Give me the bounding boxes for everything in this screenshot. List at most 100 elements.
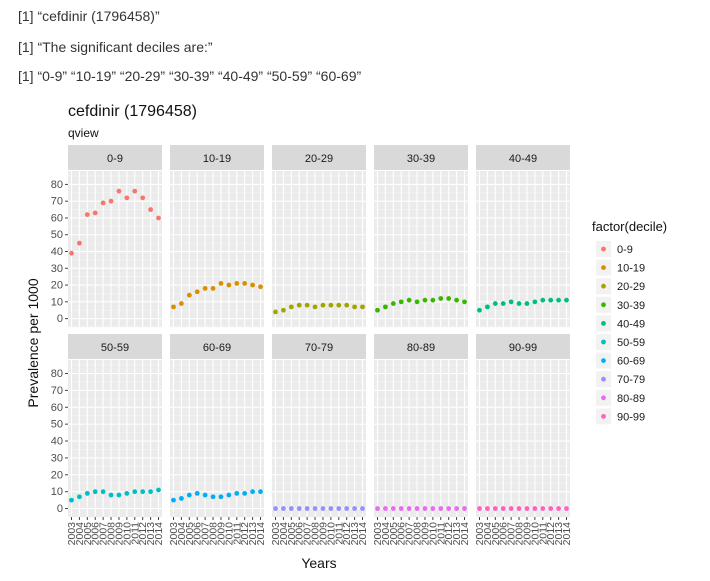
data-point [564, 297, 569, 303]
data-point [281, 506, 286, 511]
x-tick-label: 2004 [176, 522, 188, 546]
x-tick-label: 2008 [106, 522, 118, 546]
legend-item-10-19: 10-19 [596, 259, 645, 276]
data-point [344, 302, 350, 308]
x-tick-label: 2007 [506, 522, 518, 546]
x-tick-label: 2003 [66, 522, 78, 546]
facet-strip-label: 80-89 [407, 342, 435, 354]
console-line-3: [1] “0-9” “10-19” “20-29” “30-39” “40-49… [18, 68, 362, 84]
x-tick-label: 2014 [561, 522, 573, 546]
data-point [304, 302, 310, 308]
data-point [84, 490, 90, 496]
x-tick-label: 2007 [302, 522, 314, 546]
facet-strip [272, 145, 366, 170]
data-point [360, 506, 365, 511]
panel-background [476, 360, 570, 517]
facet-20-29: 20-29 [272, 145, 366, 328]
x-tick-label: 2007 [404, 522, 416, 546]
data-point [258, 489, 263, 495]
x-tick-label: 2009 [419, 522, 431, 546]
chart-title: cefdinir (1796458) [68, 103, 197, 120]
facet-strip-label: 50-59 [101, 342, 129, 354]
facet-0-9: 0-9 0 10 20 30 40 50 60 70 80 [51, 145, 162, 328]
facet-80-89: 80-8920032004200520062007200820092010201… [372, 334, 471, 545]
facet-strip [68, 334, 162, 359]
y-tick-label: 0 [57, 313, 63, 325]
panel-background [272, 360, 366, 517]
data-point [281, 307, 286, 313]
x-tick-label: 2006 [192, 522, 204, 546]
data-point [108, 492, 114, 498]
facet-strip [374, 145, 468, 170]
x-tick-label: 2008 [514, 522, 526, 546]
y-tick-label: 70 [51, 385, 63, 397]
data-point [77, 494, 82, 500]
data-point [430, 506, 436, 511]
panel-background [170, 171, 264, 327]
x-tick-label: 2010 [427, 522, 439, 546]
data-point [77, 240, 82, 246]
x-tick-label: 2008 [310, 522, 322, 546]
data-point [328, 506, 334, 511]
facet-60-69: 60-6920032004200520062007200820092010201… [168, 334, 267, 545]
data-point [218, 494, 224, 500]
legend-item-60-69: 60-69 [596, 352, 645, 369]
data-point [390, 506, 396, 511]
data-point [132, 489, 138, 495]
y-tick-label: 20 [51, 469, 63, 481]
data-point [171, 304, 176, 310]
data-point [422, 297, 428, 303]
data-point [336, 302, 342, 308]
legend-marker [601, 246, 606, 252]
x-tick-label: 2012 [443, 522, 455, 546]
data-point [124, 490, 130, 496]
data-point [210, 286, 216, 291]
data-point [312, 506, 318, 511]
data-point [477, 307, 482, 313]
legend-label: 0-9 [617, 244, 633, 256]
data-point [100, 200, 106, 206]
x-tick-label: 2012 [137, 522, 149, 546]
x-tick-label: 2012 [545, 522, 557, 546]
data-point [524, 506, 530, 511]
legend-label: 70-79 [617, 374, 645, 386]
data-point [140, 489, 146, 495]
data-point [69, 250, 74, 256]
data-point [171, 497, 176, 503]
y-tick-label: 50 [51, 419, 63, 431]
panel-background [170, 360, 264, 517]
legend-label: 40-49 [617, 318, 645, 330]
facet-strip-label: 90-99 [509, 342, 537, 354]
y-tick-label: 40 [51, 246, 63, 258]
x-tick-label: 2010 [121, 522, 133, 546]
data-point [202, 286, 208, 291]
data-point [250, 282, 255, 288]
data-point [548, 506, 554, 511]
x-tick-label: 2013 [553, 522, 565, 546]
facet-strip [476, 334, 570, 359]
legend-item-50-59: 50-59 [596, 334, 645, 350]
data-point [234, 280, 240, 286]
data-point [360, 304, 365, 310]
x-tick-label: 2003 [270, 522, 282, 546]
data-point [116, 492, 122, 498]
data-point [179, 301, 184, 306]
data-point [194, 289, 200, 295]
legend-item-0-9: 0-9 [596, 241, 633, 257]
x-tick-label: 2010 [529, 522, 541, 546]
data-point [92, 210, 98, 216]
data-point [532, 299, 538, 305]
data-point [320, 506, 326, 511]
x-tick-label: 2005 [82, 522, 94, 546]
facet-strip-label: 60-69 [203, 342, 231, 354]
data-point [320, 302, 326, 308]
data-point [532, 506, 538, 511]
data-point [492, 301, 498, 306]
facet-90-99: 90-9920032004200520062007200820092010201… [474, 334, 573, 545]
chart-subtitle: qview [68, 126, 99, 140]
data-point [454, 297, 459, 303]
x-axis-label: Years [301, 555, 336, 571]
x-tick-label: 2004 [74, 522, 86, 546]
x-tick-label: 2004 [482, 522, 494, 546]
x-tick-label: 2014 [153, 522, 165, 546]
